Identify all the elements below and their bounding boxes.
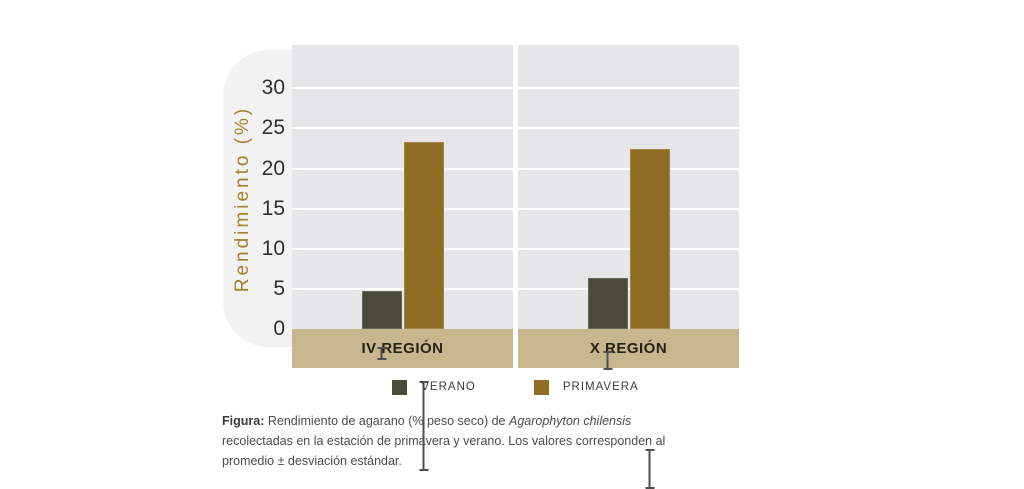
error-bar-cap-top bbox=[603, 350, 612, 353]
panel-x-region: X REGIÓN bbox=[518, 45, 739, 489]
gridline-25 bbox=[292, 127, 513, 130]
error-bar-primavera-iv-region bbox=[419, 381, 428, 471]
caption-text-1: Rendimiento de agarano (% peso seco) de bbox=[267, 414, 506, 428]
bar-primavera-x-region bbox=[629, 149, 670, 329]
y-tick-10: 10 bbox=[261, 236, 285, 260]
category-label-x-region: X REGIÓN bbox=[518, 329, 739, 368]
chart-legend: VERANO PRIMAVERA bbox=[292, 374, 739, 400]
y-tick-5: 5 bbox=[273, 276, 285, 300]
error-bar-cap-bottom bbox=[603, 367, 612, 370]
panel-iv-region: IV REGIÓN bbox=[292, 45, 513, 471]
bar-primavera-iv-region bbox=[403, 142, 444, 329]
y-tick-30: 30 bbox=[261, 76, 285, 100]
bar-slot-primavera-x-region bbox=[629, 149, 670, 489]
plot-iv-region bbox=[292, 45, 513, 471]
error-bar-cap-bottom bbox=[645, 486, 654, 489]
y-tick-15: 15 bbox=[261, 196, 285, 220]
legend-label-verano: VERANO bbox=[421, 381, 476, 393]
caption-label: Figura: bbox=[222, 414, 265, 428]
error-bar-verano-x-region bbox=[603, 350, 612, 370]
legend-swatch-primavera bbox=[533, 379, 549, 395]
category-label-iv-region: IV REGIÓN bbox=[292, 329, 513, 368]
error-bar-line bbox=[380, 347, 383, 361]
y-tick-0: 0 bbox=[273, 317, 285, 340]
legend-swatch-verano bbox=[392, 379, 408, 395]
gridline-10 bbox=[518, 247, 739, 250]
gridline-10 bbox=[292, 247, 513, 250]
gridline-30 bbox=[518, 87, 739, 90]
bar-slot-verano-iv-region bbox=[361, 291, 402, 361]
error-bar-cap-top bbox=[419, 381, 428, 384]
gridline-5 bbox=[292, 287, 513, 290]
error-bar-cap-bottom bbox=[377, 358, 386, 361]
legend-label-primavera: PRIMAVERA bbox=[562, 381, 639, 393]
figure-caption: Figura: Rendimiento de agarano (% peso s… bbox=[222, 412, 696, 471]
gridline-20 bbox=[518, 167, 739, 170]
legend-item-verano: VERANO bbox=[392, 379, 476, 395]
gridline-20 bbox=[292, 167, 513, 170]
error-bar-cap-bottom bbox=[419, 469, 428, 471]
y-tick-20: 20 bbox=[261, 156, 285, 180]
error-bar-line bbox=[606, 350, 609, 370]
gridline-5 bbox=[518, 287, 739, 290]
caption-species-name: Agarophyton chilensis bbox=[508, 414, 632, 428]
bar-verano-x-region bbox=[587, 278, 628, 329]
legend-item-primavera: PRIMAVERA bbox=[533, 379, 639, 395]
gridline-15 bbox=[292, 207, 513, 210]
bar-group-x-region bbox=[587, 149, 670, 489]
gridline-30 bbox=[292, 87, 513, 90]
gridline-15 bbox=[518, 207, 739, 210]
y-axis-ticks: 0 5 10 15 20 25 30 bbox=[223, 45, 285, 340]
bar-group-iv-region bbox=[361, 142, 444, 471]
bar-slot-primavera-iv-region bbox=[403, 142, 444, 471]
chart-plot-area: IV REGIÓN X REGIÓN bbox=[292, 45, 739, 489]
y-tick-25: 25 bbox=[261, 116, 285, 140]
error-bar-cap-top bbox=[645, 448, 654, 451]
bar-verano-iv-region bbox=[361, 291, 402, 329]
bar-slot-verano-x-region bbox=[587, 278, 628, 370]
caption-text-2: recolectadas en la estación de primavera… bbox=[222, 433, 666, 468]
plot-x-region bbox=[518, 45, 739, 489]
error-bar-line bbox=[648, 448, 651, 489]
error-bar-verano-iv-region bbox=[377, 347, 386, 361]
error-bar-cap-top bbox=[377, 347, 386, 350]
error-bar-line bbox=[422, 381, 425, 471]
gridline-25 bbox=[518, 127, 739, 130]
